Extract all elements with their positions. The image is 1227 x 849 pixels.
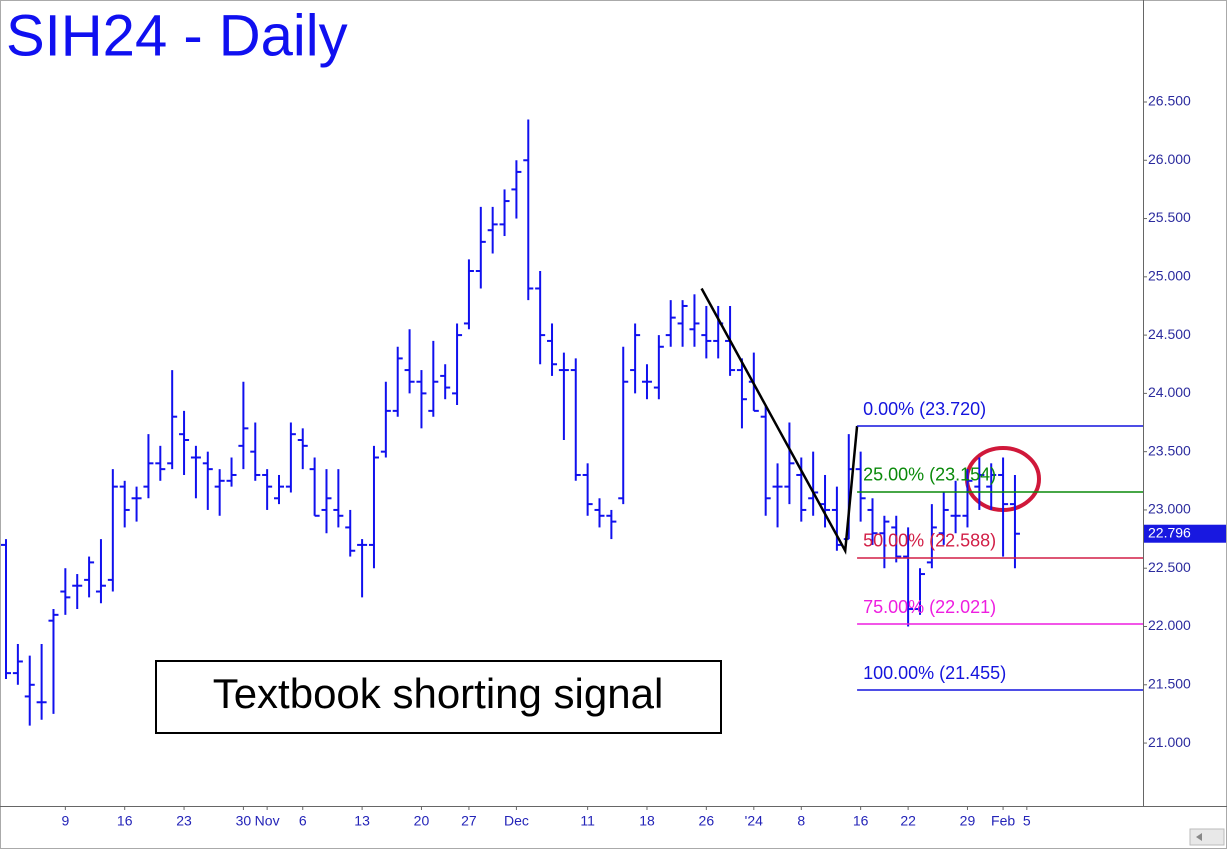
y-tick-label: 25.000 bbox=[1148, 268, 1191, 284]
fib-label: 0.00% (23.720) bbox=[863, 399, 986, 419]
y-tick-label: 21.500 bbox=[1148, 675, 1191, 691]
y-tick-label: 22.500 bbox=[1148, 559, 1191, 575]
x-tick-label: 16 bbox=[117, 813, 133, 829]
x-tick-label: 22 bbox=[900, 813, 916, 829]
y-tick-label: 21.000 bbox=[1148, 734, 1191, 750]
fib-label: 75.00% (22.021) bbox=[863, 597, 996, 617]
y-tick-label: 23.500 bbox=[1148, 442, 1191, 458]
x-tick-label: 27 bbox=[461, 813, 477, 829]
x-tick-label: Dec bbox=[504, 813, 529, 829]
x-tick-label: Feb bbox=[991, 813, 1015, 829]
y-tick-label: 26.000 bbox=[1148, 151, 1191, 167]
scrollbar bbox=[1189, 828, 1225, 846]
y-tick-label: 26.500 bbox=[1148, 93, 1191, 109]
y-tick-label: 22.000 bbox=[1148, 617, 1191, 633]
x-tick-label: 26 bbox=[699, 813, 715, 829]
x-tick-label: 5 bbox=[1023, 813, 1031, 829]
x-tick-label: Nov bbox=[255, 813, 280, 829]
scroll-arrow bbox=[1196, 833, 1202, 841]
x-tick-label: 20 bbox=[414, 813, 430, 829]
x-tick-label: 11 bbox=[580, 813, 595, 829]
annotation-box bbox=[155, 660, 722, 734]
x-tick-label: 9 bbox=[61, 813, 69, 829]
y-tick-label: 24.000 bbox=[1148, 384, 1191, 400]
chart-title: SIH24 - Daily bbox=[6, 3, 348, 68]
x-tick-label: 29 bbox=[960, 813, 976, 829]
x-tick-label: '24 bbox=[745, 813, 763, 829]
trendline bbox=[700, 287, 859, 555]
x-tick-label: 23 bbox=[176, 813, 192, 829]
y-tick-label: 25.500 bbox=[1148, 209, 1191, 225]
x-tick-label: 8 bbox=[797, 813, 805, 829]
x-tick-label: 16 bbox=[853, 813, 869, 829]
x-tick-label: 30 bbox=[236, 813, 252, 829]
last-price-label: 22.796 bbox=[1148, 524, 1191, 540]
x-tick-label: 18 bbox=[639, 813, 655, 829]
y-tick-label: 24.500 bbox=[1148, 326, 1191, 342]
annotation-text: Textbook shorting signal bbox=[213, 670, 664, 717]
fib-label: 50.00% (22.588) bbox=[863, 531, 996, 551]
last-price-box bbox=[1144, 524, 1226, 543]
x-tick-label: 6 bbox=[299, 813, 307, 829]
fib-label: 25.00% (23.154) bbox=[863, 465, 996, 485]
y-tick-label: 23.000 bbox=[1148, 501, 1191, 517]
x-tick-label: 13 bbox=[354, 813, 370, 829]
fib-label: 100.00% (21.455) bbox=[863, 663, 1006, 683]
